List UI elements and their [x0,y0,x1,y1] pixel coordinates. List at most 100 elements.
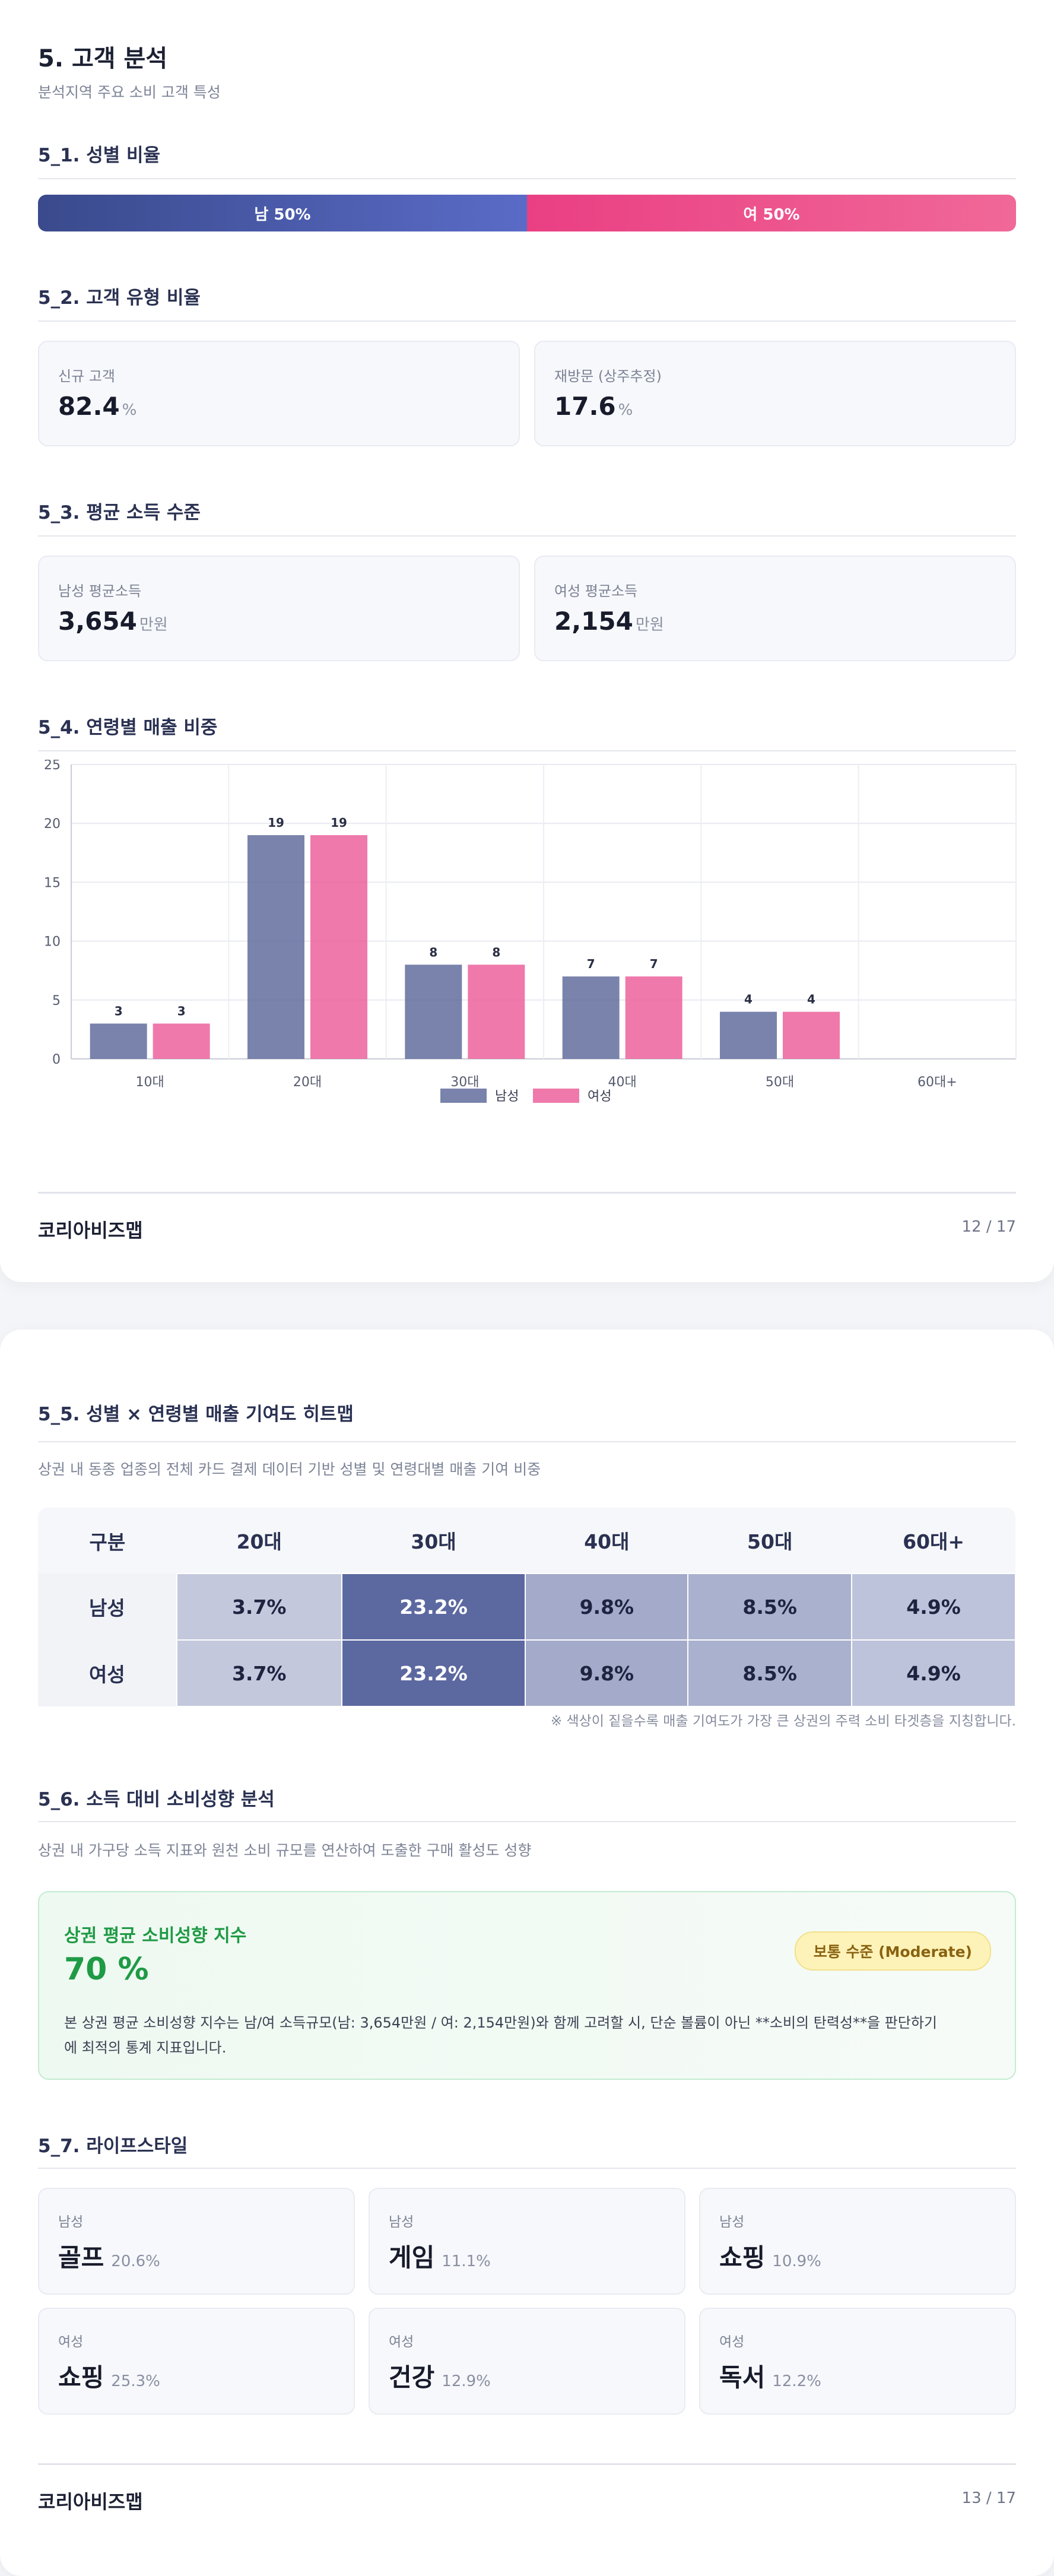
y-tick-label: 25 [44,760,61,773]
propensity-index-value: 70 % [64,1952,149,1987]
female-income-card: 여성 평균소득 2,154 만원 [534,556,1016,661]
female-income-value: 2,154 만원 [554,607,664,636]
legend-label: 여성 [588,1089,611,1104]
report-page-12: 5. 고객 분석 분석지역 주요 소비 고객 특성 5_1. 성별 비율 남 5… [0,0,1054,1282]
heatmap-cell: 9.8% [525,1639,689,1707]
income-level-heading: 5_3. 평균 소득 수준 [38,502,201,524]
data-label: 3 [177,1004,186,1018]
bar [247,835,304,1059]
footer-divider [38,1192,1016,1194]
lifestyle-activity: 독서 12.2% [719,2363,821,2392]
section-divider [38,178,1016,179]
male-income-value: 3,654 만원 [58,607,168,636]
x-tick-label: 60대+ [918,1075,957,1090]
heatmap-row-label: 남성 [38,1573,177,1640]
y-tick-label: 15 [44,875,61,890]
heatmap-row-male: 남성 3.7% 23.2% 9.8% 8.5% 4.9% [38,1573,1016,1641]
footer-page-number: 12 / 17 [961,1218,1016,1236]
x-tick-label: 20대 [293,1075,322,1090]
heatmap-col-30s: 30대 [341,1508,526,1573]
heatmap-cell: 4.9% [851,1573,1016,1641]
data-label: 19 [268,816,284,830]
footer-divider [38,2463,1016,2465]
heatmap-cell: 4.9% [851,1639,1016,1707]
legend-swatch [533,1089,579,1103]
lifestyle-card: 여성 쇼핑 25.3% [38,2308,355,2415]
data-label: 19 [331,816,347,830]
lifestyle-gender: 남성 [719,2215,745,2230]
data-label: 4 [807,992,815,1007]
male-income-label: 남성 평균소득 [58,583,142,599]
lifestyle-card: 여성 독서 12.2% [699,2308,1016,2415]
heatmap-col-60s: 60대+ [852,1508,1015,1573]
section-divider [38,321,1016,322]
heatmap-cell: 9.8% [525,1573,689,1641]
x-tick-label: 50대 [766,1075,794,1090]
heatmap-col-20s: 20대 [176,1508,342,1573]
lifestyle-gender: 남성 [389,2215,414,2230]
heatmap-cell: 23.2% [341,1573,526,1641]
heatmap-col-50s: 50대 [688,1508,852,1573]
heatmap-description: 상권 내 동종 업종의 전체 카드 결제 데이터 기반 성별 및 연령대별 매출… [38,1461,541,1478]
lifestyle-activity: 골프 20.6% [58,2243,160,2272]
female-segment: 여 50% [527,195,1016,231]
heatmap-corner: 구분 [38,1508,177,1573]
heatmap-cell: 8.5% [687,1639,853,1707]
heatmap-cell: 3.7% [176,1639,342,1707]
propensity-box-title: 상권 평균 소비성향 지수 [64,1925,247,1946]
data-label: 8 [429,945,437,959]
gender-ratio-heading: 5_1. 성별 비율 [38,145,161,166]
age-sales-heading: 5_4. 연령별 매출 비중 [38,717,218,738]
x-tick-label: 10대 [136,1075,164,1090]
gender-ratio-bar: 남 50% 여 50% [38,195,1016,231]
lifestyle-card: 남성 게임 11.1% [369,2188,685,2295]
lifestyle-activity: 건강 12.9% [389,2363,491,2392]
new-customer-card: 신규 고객 82.4% [38,341,520,446]
moderate-level-badge: 보통 수준 (Moderate) [794,1931,991,1971]
data-label: 4 [744,992,753,1007]
heatmap-note: ※ 색상이 짙을수록 매출 기여도가 가장 큰 상권의 주력 소비 타겟층을 지… [550,1714,1016,1729]
bar [783,1011,840,1059]
section-divider [38,2168,1016,2169]
section-divider [38,1821,1016,1822]
returning-customer-label: 재방문 (상주추정) [554,368,662,385]
lifestyle-card: 여성 건강 12.9% [369,2308,685,2415]
footer-brand: 코리아비즈맵 [38,1219,143,1242]
heatmap-row-label: 여성 [38,1640,177,1706]
y-tick-label: 0 [52,1052,61,1067]
propensity-heading: 5_6. 소득 대비 소비성향 분석 [38,1789,275,1810]
propensity-body-line2: 에 최적의 통계 지표입니다. [64,2039,227,2056]
bar [720,1011,777,1059]
page-title: 5. 고객 분석 [38,45,168,72]
bar [405,965,462,1059]
returning-customer-card: 재방문 (상주추정) 17.6% [534,341,1016,446]
heatmap-heading: 5_5. 성별 × 연령별 매출 기여도 히트맵 [38,1404,354,1425]
y-tick-label: 5 [52,994,61,1008]
bar [468,965,525,1059]
y-tick-label: 20 [44,817,61,832]
section-divider [38,1441,1016,1442]
x-tick-label: 30대 [450,1075,479,1090]
customer-type-heading: 5_2. 고객 유형 비율 [38,287,201,309]
heatmap-row-female: 여성 3.7% 23.2% 9.8% 8.5% 4.9% [38,1639,1016,1707]
footer-page-number: 13 / 17 [961,2489,1016,2507]
lifestyle-activity: 쇼핑 25.3% [58,2363,160,2392]
data-label: 3 [115,1004,123,1018]
new-customer-label: 신규 고객 [58,368,115,385]
section-divider [38,535,1016,537]
x-tick-label: 40대 [608,1075,637,1090]
lifestyle-heading: 5_7. 라이프스타일 [38,2136,188,2157]
legend-swatch [440,1089,487,1103]
age-sales-bar-chart: 0 5 10 15 20 25 3 3 10대 19 19 20대 8 8 30대 7 7 40대 4 4 50대 60대… [44,760,1017,1104]
y-tick-label: 10 [44,935,61,950]
heatmap-cell: 23.2% [341,1639,526,1707]
lifestyle-card: 남성 골프 20.6% [38,2188,355,2295]
lifestyle-card: 남성 쇼핑 10.9% [699,2188,1016,2295]
lifestyle-gender: 여성 [719,2334,745,2350]
footer-brand: 코리아비즈맵 [38,2491,143,2513]
heatmap-cell: 8.5% [687,1573,853,1641]
male-income-card: 남성 평균소득 3,654 만원 [38,556,520,661]
section-divider [38,750,1016,751]
bar [562,976,620,1059]
bar [310,835,367,1059]
